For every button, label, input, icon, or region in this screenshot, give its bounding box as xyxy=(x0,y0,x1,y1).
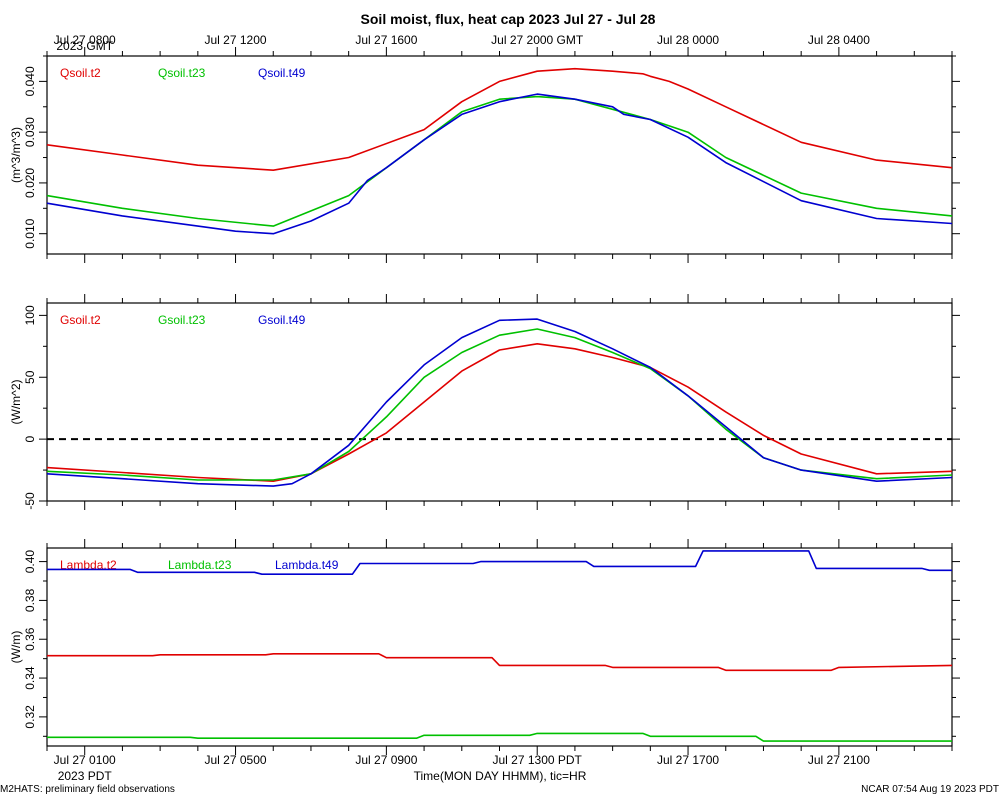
legend-label: Gsoil.t2 xyxy=(60,313,101,327)
series-line-lambda-t49 xyxy=(47,550,952,576)
y-tick-label: 0.030 xyxy=(23,117,37,147)
y-tick-label: 0.040 xyxy=(23,66,37,96)
x-axis-label: Time(MON DAY HHMM), tic=HR xyxy=(414,769,587,783)
y-tick-label: 0.32 xyxy=(23,705,37,729)
legend-label: Qsoil.t2 xyxy=(60,66,101,80)
y-axis-label: (W/m) xyxy=(9,631,23,664)
legend-label: Lambda.t23 xyxy=(168,558,232,572)
bottom-time-tick-label: Jul 27 0100 xyxy=(54,753,116,767)
legend-label: Lambda.t2 xyxy=(60,558,117,572)
y-tick-label: -50 xyxy=(23,492,37,510)
bottom-time-tick-label: Jul 27 2100 xyxy=(808,753,870,767)
footer-left-note: M2HATS: preliminary field observations xyxy=(0,784,175,795)
legend-label: Gsoil.t49 xyxy=(258,313,306,327)
legend-label: Qsoil.t23 xyxy=(158,66,206,80)
bottom-time-tick-label: Jul 27 1300 PDT xyxy=(493,753,583,767)
legend-label: Gsoil.t23 xyxy=(158,313,206,327)
y-tick-label: 0.34 xyxy=(23,666,37,690)
top-time-tick-label: Jul 27 1600 xyxy=(355,33,417,47)
series-line-gsoil-t2 xyxy=(46,342,953,483)
series-line-qsoil-t49 xyxy=(46,93,953,235)
top-time-tick-label: Jul 27 2000 GMT xyxy=(491,33,584,47)
chart-panels: 0.010 0.020 0.030 0.040 (m^3/m^3) Qsoil.t2 Qso… xyxy=(9,47,960,755)
footer-right-note: NCAR 07:54 Aug 19 2023 PDT xyxy=(861,784,999,795)
bottom-time-tick-label: Jul 27 0500 xyxy=(205,753,267,767)
chart-title: Soil moist, flux, heat cap 2023 Jul 27 -… xyxy=(361,11,656,27)
y-tick-label: 100 xyxy=(23,305,37,325)
top-time-tick-label: Jul 28 0000 xyxy=(657,33,719,47)
chart-panel-1: 0.010 0.020 0.030 0.040 (m^3/m^3) Qsoil.t2 Qso… xyxy=(9,47,960,263)
y-tick-label: 0.38 xyxy=(23,588,37,612)
series-line-qsoil-t2 xyxy=(46,67,953,171)
series-line-gsoil-t49 xyxy=(46,318,953,487)
top-time-tick-label: Jul 27 0800 xyxy=(54,33,116,47)
bottom-time-tick-label: Jul 27 1700 xyxy=(657,753,719,767)
y-tick-label: 0.010 xyxy=(23,218,37,248)
bottom-timezone-label: 2023 PDT xyxy=(58,769,113,783)
y-axis-label: (W/m^2) xyxy=(9,380,23,425)
top-time-tick-label: Jul 28 0400 xyxy=(808,33,870,47)
y-axis-label: (m^3/m^3) xyxy=(9,127,23,183)
y-tick-label: 0 xyxy=(23,435,37,442)
chart-panel-3: 0.32 0.34 0.36 0.38 0.40 (W/m) Lambda.t2 Lambda… xyxy=(9,539,960,755)
legend-label: Lambda.t49 xyxy=(275,558,339,572)
y-tick-label: 50 xyxy=(23,370,37,384)
top-time-tick-label: Jul 27 1200 xyxy=(205,33,267,47)
legend-label: Qsoil.t49 xyxy=(258,66,306,80)
top-timezone-label: 2023 GMT xyxy=(56,39,113,53)
bottom-time-axis-labels: Jul 27 0100 Jul 27 0500 Jul 27 0900 Jul 27 … xyxy=(54,753,871,783)
bottom-time-tick-label: Jul 27 0900 xyxy=(355,753,417,767)
series-line-lambda-t23 xyxy=(47,732,952,742)
chart-panel-2: -50 0 50 100 (W/m^2) Gsoil.t2 Gsoil.t23 Gsoil.t… xyxy=(9,294,960,510)
series-line-qsoil-t23 xyxy=(46,95,953,227)
plot-frame xyxy=(46,547,953,747)
top-time-axis-labels: Jul 27 0800 Jul 27 1200 Jul 27 1600 Jul 27 … xyxy=(54,33,871,53)
series-line-lambda-t2 xyxy=(47,652,953,672)
y-tick-label: 0.36 xyxy=(23,627,37,651)
y-tick-label: 0.020 xyxy=(23,168,37,198)
y-tick-label: 0.40 xyxy=(23,550,37,574)
